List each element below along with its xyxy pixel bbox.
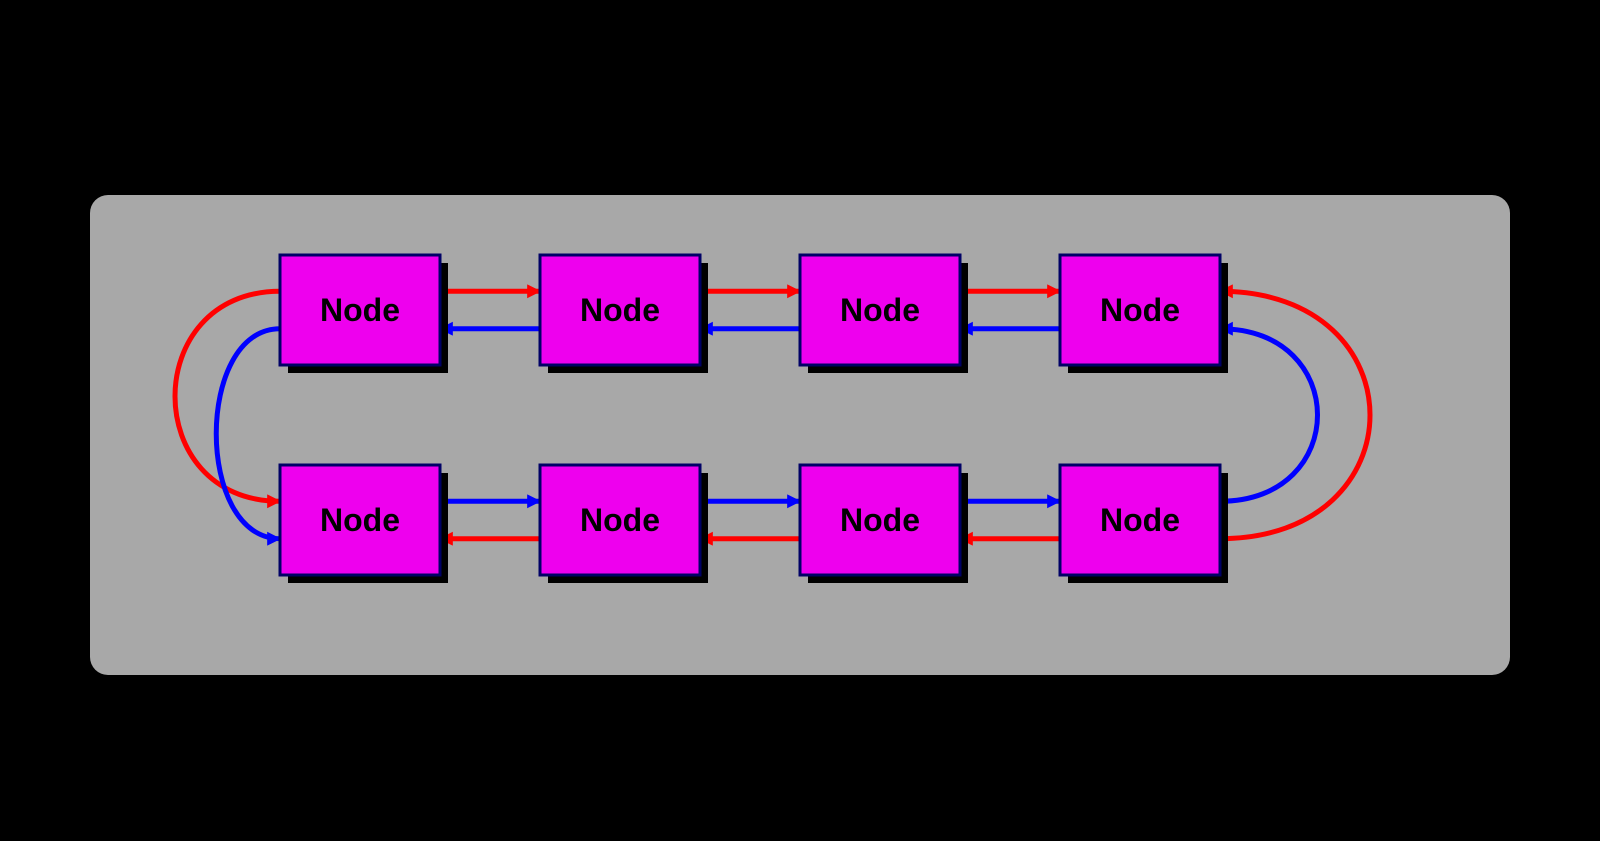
node-label: Node	[320, 292, 400, 328]
node: Node	[540, 255, 708, 373]
diagram-canvas: Node Node Node Node Node Node Node Node	[0, 0, 1600, 841]
node: Node	[800, 465, 968, 583]
node: Node	[280, 465, 448, 583]
node-label: Node	[1100, 502, 1180, 538]
node-label: Node	[320, 502, 400, 538]
node-label: Node	[840, 502, 920, 538]
node: Node	[540, 465, 708, 583]
node-label: Node	[580, 292, 660, 328]
node: Node	[800, 255, 968, 373]
node: Node	[280, 255, 448, 373]
node-label: Node	[1100, 292, 1180, 328]
node-label: Node	[580, 502, 660, 538]
node-label: Node	[840, 292, 920, 328]
node: Node	[1060, 255, 1228, 373]
node: Node	[1060, 465, 1228, 583]
